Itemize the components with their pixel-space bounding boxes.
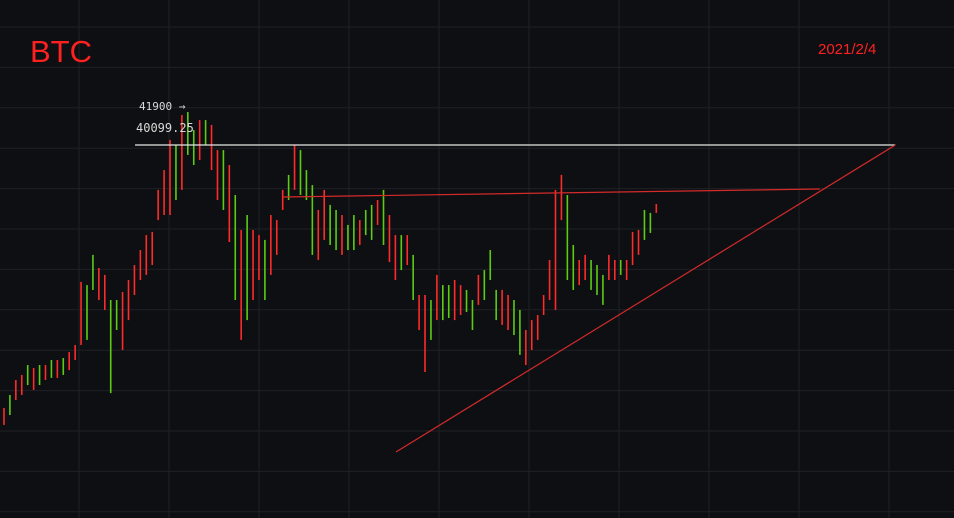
symbol-title: BTC	[30, 34, 92, 69]
high-marker-label: 41900 →	[139, 100, 186, 113]
date-label: 2021/2/4	[818, 41, 877, 58]
resistance-line	[282, 188, 820, 198]
support-line	[395, 144, 896, 453]
level-label: 40099.25	[136, 121, 194, 135]
